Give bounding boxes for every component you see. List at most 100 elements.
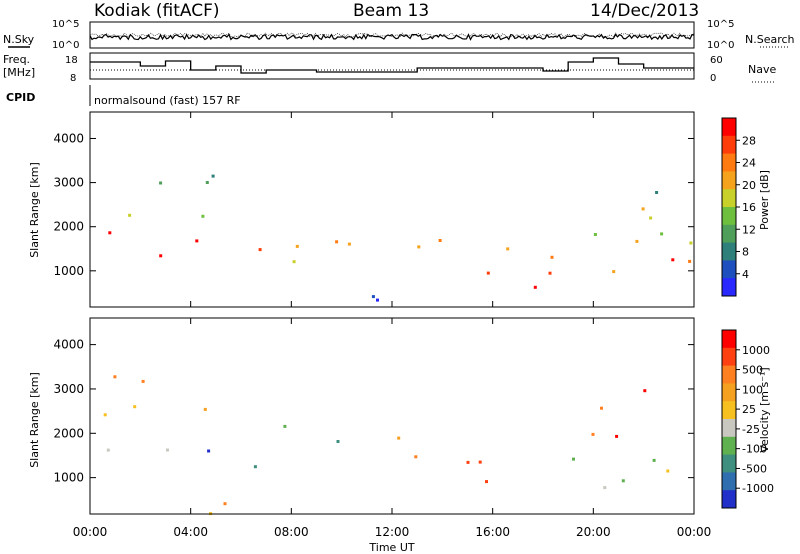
- scatter-cell: [414, 455, 418, 459]
- scatter-cell: [550, 255, 554, 259]
- power-scatter: [108, 174, 693, 302]
- colorbar-swatch: [722, 224, 736, 244]
- velocity-panel-frame: [89, 317, 695, 515]
- vel-cbar-tick-100: 100: [742, 383, 763, 396]
- freq-left-tick-top: 18: [65, 55, 78, 66]
- power-ytick-2000: 2000: [53, 220, 84, 234]
- scatter-cell: [292, 260, 296, 264]
- station-title: Kodiak (fitACF): [94, 1, 220, 21]
- colorbar-swatch: [722, 330, 736, 349]
- scatter-cell: [655, 191, 659, 194]
- scatter-cell: [207, 449, 211, 453]
- scatter-cell: [591, 432, 595, 436]
- xtick-4: 16:00: [475, 525, 510, 539]
- scatter-cell: [688, 259, 692, 263]
- freq-step-line: [90, 57, 694, 74]
- scatter-cell: [253, 465, 257, 469]
- noise-search-line: [89, 32, 695, 38]
- xtick-3: 12:00: [375, 525, 410, 539]
- vel-cbar-tick-neg1000: -1000: [742, 482, 774, 495]
- scatter-cell: [593, 233, 597, 236]
- freq-panel-frame: [89, 52, 695, 80]
- colorbar-swatch: [722, 383, 736, 402]
- colorbar-swatch: [722, 436, 736, 456]
- scatter-cell: [103, 413, 107, 417]
- colorbar-frame: [721, 329, 737, 509]
- xtick-5: 20:00: [576, 525, 611, 539]
- scatter-cell: [195, 239, 199, 243]
- scatter-cell: [666, 469, 670, 473]
- noise-left-tick-top: 10^5: [52, 19, 79, 30]
- colorbar-swatch: [722, 347, 736, 367]
- scatter-cell: [203, 407, 207, 411]
- beam-title: Beam 13: [353, 1, 429, 21]
- power-cbar-tick-4: 4: [742, 268, 749, 281]
- noise-right-tick-bottom: 10^0: [707, 40, 734, 51]
- freq-label-line2: [MHz]: [3, 66, 35, 79]
- scatter-cell: [336, 440, 340, 443]
- freq-label-line1: Freq.: [3, 53, 30, 66]
- colorbar-swatch: [722, 472, 736, 491]
- freq-right-tick-bottom: 0: [710, 73, 716, 84]
- power-colorbar-ticks: 28 24 20 16 12 8 4: [742, 134, 756, 280]
- noise-left-tick-bottom: 10^0: [52, 40, 79, 51]
- colorbar-swatch: [722, 135, 736, 155]
- colorbar-swatch: [722, 189, 736, 208]
- power-cbar-tick-24: 24: [742, 157, 756, 170]
- velocity-y-axis: 4000 3000 2000 1000: [53, 338, 694, 485]
- power-cbar-tick-28: 28: [742, 134, 756, 147]
- scatter-cell: [643, 389, 647, 393]
- scatter-cell: [671, 258, 675, 262]
- velocity-colorbar: [721, 329, 740, 509]
- power-colorbar: [721, 117, 740, 297]
- power-ytick-3000: 3000: [53, 176, 84, 190]
- scatter-cell: [548, 271, 552, 275]
- scatter-cell: [376, 298, 379, 302]
- scatter-cell: [649, 216, 653, 220]
- x-tick-marks: [89, 112, 695, 514]
- freq-left-tick-bottom: 8: [70, 73, 76, 84]
- scatter-cell: [572, 457, 575, 461]
- noise-left-label: N.Sky: [3, 33, 35, 46]
- colorbar-swatch: [722, 454, 736, 473]
- power-cbar-tick-12: 12: [742, 223, 756, 236]
- vel-ytick-1000: 1000: [53, 471, 84, 485]
- date-title: 14/Dec/2013: [590, 1, 699, 21]
- scatter-cell: [641, 207, 645, 211]
- scatter-cell: [283, 424, 287, 428]
- power-colorbar-label: Power [dB]: [758, 170, 771, 230]
- colorbar-swatch: [722, 260, 736, 279]
- xtick-6: 00:00: [677, 525, 712, 539]
- scatter-cell: [106, 448, 110, 452]
- cpid-label: CPID: [6, 91, 35, 104]
- velocity-ylabel: Slant Range [km]: [28, 372, 41, 468]
- power-y-axis: 4000 3000 2000 1000: [53, 132, 694, 278]
- colorbar-swatch: [722, 118, 736, 137]
- scatter-cell: [133, 405, 137, 409]
- cpid-text: normalsound (fast) 157 RF: [94, 94, 241, 107]
- colorbar-swatch: [722, 490, 736, 509]
- velocity-colorbar-ticks: 1000 500 100 25 -25 -100 -500 -1000: [742, 344, 774, 495]
- vel-ytick-4000: 4000: [53, 338, 84, 352]
- scatter-cell: [660, 232, 664, 236]
- scatter-cell: [689, 241, 693, 245]
- scatter-cell: [533, 285, 537, 289]
- scatter-cell: [612, 270, 616, 274]
- scatter-cell: [201, 214, 205, 218]
- vel-cbar-tick-neg25: -25: [742, 423, 760, 436]
- scatter-cell: [417, 245, 421, 249]
- scatter-cell: [466, 460, 470, 464]
- scatter-cell: [335, 240, 339, 244]
- vel-ytick-2000: 2000: [53, 426, 84, 440]
- scatter-cell: [485, 480, 488, 484]
- xtick-1: 04:00: [173, 525, 208, 539]
- velocity-scatter: [103, 375, 670, 516]
- scatter-cell: [223, 502, 227, 506]
- vel-cbar-tick-neg100: -100: [742, 443, 767, 456]
- scatter-cell: [600, 406, 603, 410]
- scatter-cell: [486, 271, 490, 275]
- scatter-cell: [159, 181, 163, 185]
- colorbar-swatch: [722, 401, 736, 420]
- scatter-cell: [108, 231, 112, 235]
